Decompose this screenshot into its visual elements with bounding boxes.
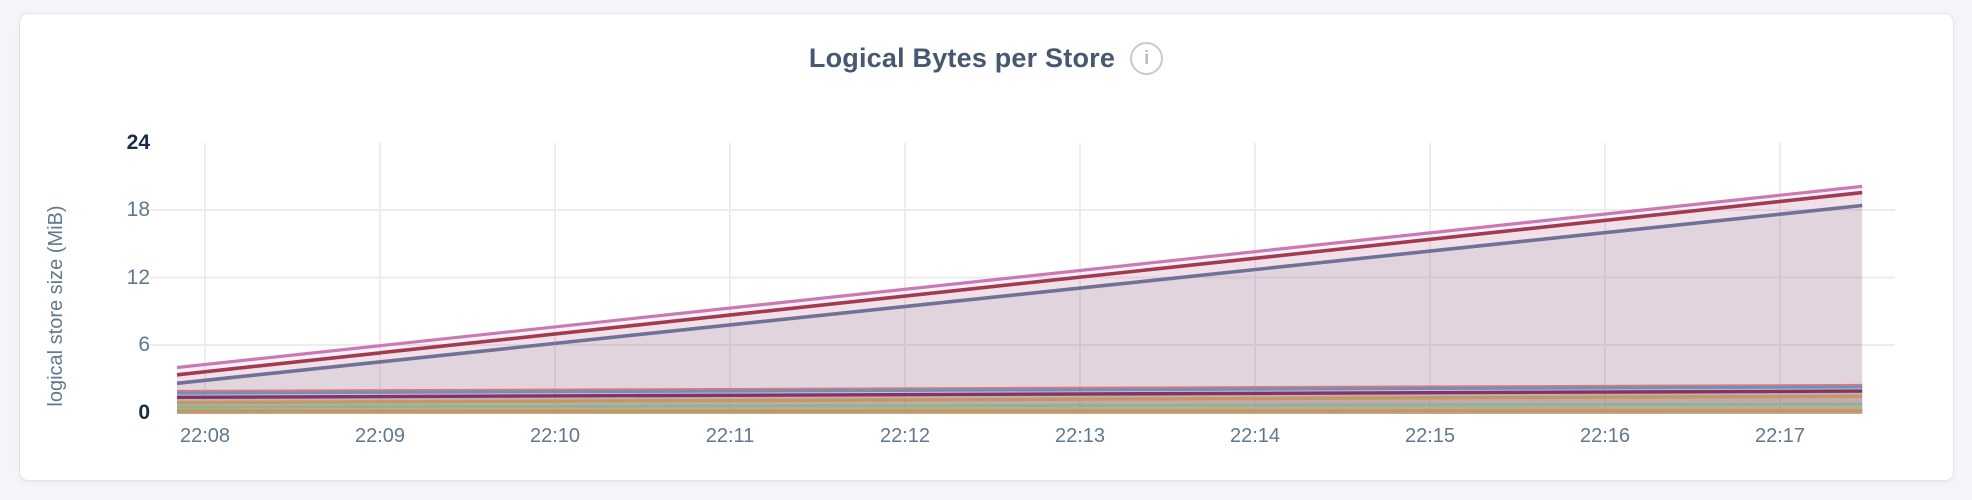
series-line-slate [176,203,1863,386]
x-tick-label: 22:14 [1229,425,1281,447]
x-tick-label: 22:16 [1579,425,1631,447]
x-tick-label: 22:10 [529,425,581,447]
y-tick-label: 24 [126,130,150,154]
y-tick-label: 0 [138,400,150,424]
series-line-crimson [176,190,1863,377]
chart-title: Logical Bytes per Store [808,43,1116,73]
series-line-maroon [176,389,1863,399]
y-tick-label: 18 [126,198,150,221]
x-tick-label: 22:15 [1404,425,1456,447]
x-tick-label: 22:11 [705,425,755,447]
x-tick-label: 22:12 [879,425,931,447]
y-tick-label: 12 [126,265,150,289]
series-fill-slate [177,205,1863,414]
chart-header: Logical Bytes per Store i [0,42,1972,75]
series-line-pink [176,184,1863,370]
series-fill-crimson [177,192,1863,414]
info-icon[interactable]: i [1130,42,1164,75]
series-fill-pink [177,186,1863,414]
series-line-blue [176,385,1863,395]
x-tick-label: 22:13 [1054,425,1106,447]
series-line-green [176,402,1863,409]
y-axis-title: logical store size (MiB) [45,205,67,407]
x-tick-label: 22:08 [179,425,231,447]
series-line-salmon [176,383,1863,392]
x-tick-label: 22:17 [1754,425,1806,447]
info-icon-glyph: i [1143,48,1150,69]
y-tick-label: 6 [138,333,150,356]
series-line-tan [176,394,1863,405]
x-tick-label: 22:09 [354,425,406,447]
